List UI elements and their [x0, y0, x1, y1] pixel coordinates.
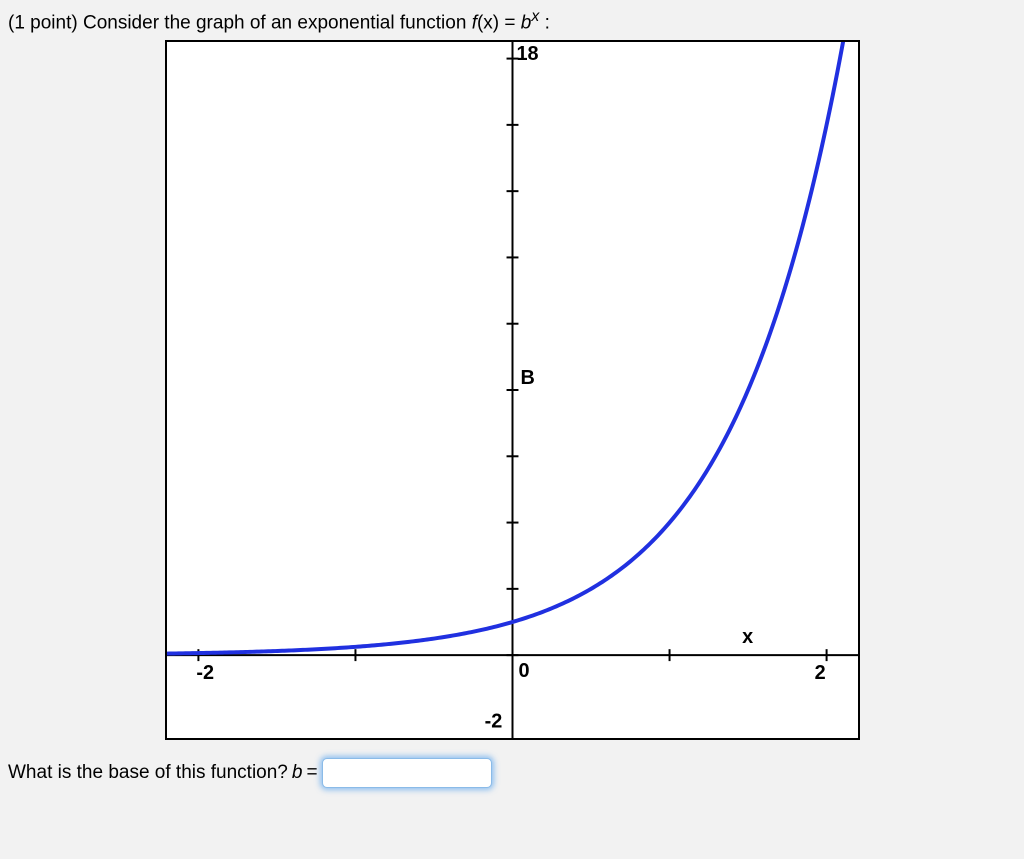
svg-text:18: 18	[516, 43, 538, 65]
svg-text:-2: -2	[484, 711, 502, 733]
answer-input[interactable]	[322, 758, 492, 788]
chart-container: 18 B 0 -2 -2 2 x	[8, 40, 1016, 740]
fn-x: (x)	[477, 12, 499, 33]
chart-box: 18 B 0 -2 -2 2 x	[165, 40, 860, 740]
svg-text:-2: -2	[196, 662, 214, 684]
answer-var: b	[292, 762, 303, 784]
points-prefix: (1 point)	[8, 12, 83, 33]
answer-prompt: What is the base of this function?	[8, 762, 288, 784]
svg-text:x: x	[742, 627, 753, 649]
fn-eq: =	[499, 12, 521, 33]
svg-text:B: B	[520, 367, 534, 389]
question-text: (1 point) Consider the graph of an expon…	[8, 8, 1016, 34]
fn-b: b	[521, 12, 532, 33]
answer-eq: =	[306, 762, 317, 784]
fn-colon: :	[539, 12, 550, 33]
answer-line: What is the base of this function? b =	[8, 758, 1016, 788]
svg-text:2: 2	[814, 662, 825, 684]
svg-text:0: 0	[518, 660, 529, 682]
question-body: Consider the graph of an exponential fun…	[83, 12, 472, 33]
chart-svg: 18 B 0 -2 -2 2 x	[167, 42, 858, 738]
